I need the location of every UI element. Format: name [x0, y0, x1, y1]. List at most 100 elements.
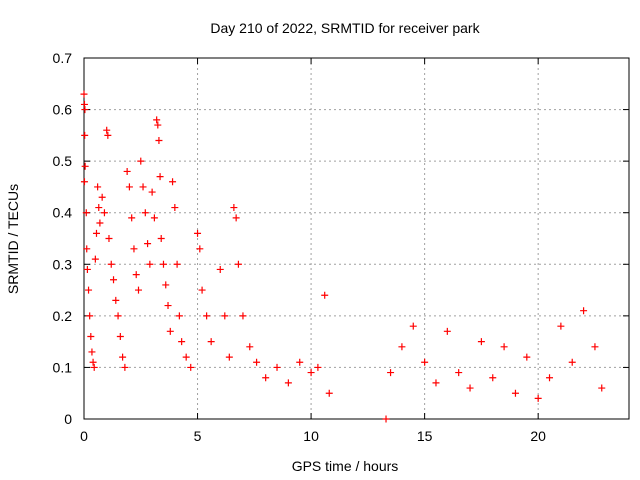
data-point [81, 131, 89, 139]
data-point [110, 276, 118, 284]
y-tick-label: 0.4 [53, 205, 73, 221]
data-point [591, 343, 599, 351]
x-tick-label: 5 [194, 428, 202, 444]
data-point [194, 229, 202, 237]
data-point [90, 363, 98, 371]
y-axis-label: SRMTID / TECUs [5, 184, 21, 294]
y-tick-label: 0.3 [53, 256, 73, 272]
data-point [132, 271, 140, 279]
plot-frame [83, 57, 630, 420]
axis-ticks: 0 0.1 0.2 0.3 0.4 0.5 0.6 0.7 0 5 10 15 20 [53, 50, 629, 444]
data-point [100, 209, 108, 217]
data-point [123, 167, 131, 175]
data-point [104, 131, 112, 139]
data-point [178, 338, 186, 346]
data-point [230, 204, 238, 212]
y-tick-label: 0.1 [53, 359, 73, 375]
y-tick-label: 0.7 [53, 50, 73, 66]
data-point [153, 116, 161, 124]
data-point [121, 363, 129, 371]
data-point [173, 260, 181, 268]
data-point [171, 204, 179, 212]
data-point [203, 312, 211, 320]
data-point [164, 302, 172, 310]
data-point [159, 260, 167, 268]
data-point [221, 312, 229, 320]
data-point [284, 379, 292, 387]
data-point [523, 353, 531, 361]
data-point [325, 389, 333, 397]
data-point [116, 332, 124, 340]
data-point [598, 384, 606, 392]
data-point [187, 363, 195, 371]
data-point [421, 358, 429, 366]
data-point [443, 327, 451, 335]
data-point [81, 106, 89, 114]
data-point [580, 307, 588, 315]
data-point [321, 291, 329, 299]
data-point [489, 374, 497, 382]
data-point [87, 332, 95, 340]
data-point [80, 90, 88, 98]
data-point [162, 281, 170, 289]
data-point [182, 353, 190, 361]
data-point [387, 369, 395, 377]
data-point [130, 245, 138, 253]
data-point [307, 369, 315, 377]
data-point [262, 374, 270, 382]
data-point [103, 126, 111, 134]
data-point [95, 204, 103, 212]
data-point [511, 389, 519, 397]
data-point [88, 348, 96, 356]
data-point [398, 343, 406, 351]
data-point [534, 394, 542, 402]
data-point [156, 173, 164, 181]
data-point [86, 312, 94, 320]
data-point [169, 178, 177, 186]
data-point [196, 245, 204, 253]
x-axis-label: GPS time / hours [292, 458, 399, 474]
data-point [166, 327, 174, 335]
data-point [216, 265, 224, 273]
data-point [82, 209, 90, 217]
data-point [137, 157, 145, 165]
data-point [83, 245, 91, 253]
data-point [91, 255, 99, 263]
data-point [296, 358, 304, 366]
data-point [175, 312, 183, 320]
data-point [155, 137, 163, 145]
data-point [154, 121, 162, 129]
data-point [466, 384, 474, 392]
data-point [80, 178, 88, 186]
x-tick-label: 15 [417, 428, 433, 444]
data-point [432, 379, 440, 387]
data-point [144, 240, 152, 248]
data-point [128, 214, 136, 222]
data-point [112, 296, 120, 304]
y-tick-label: 0 [64, 411, 72, 427]
data-point [409, 322, 417, 330]
data-point [253, 358, 261, 366]
data-point [314, 363, 322, 371]
data-point [477, 338, 485, 346]
data-point [455, 369, 463, 377]
data-point [157, 235, 165, 242]
data-point [81, 162, 89, 170]
data-point [382, 415, 390, 423]
data-point [146, 260, 154, 268]
data-point [139, 183, 147, 191]
data-point [234, 260, 242, 268]
data-point [83, 265, 91, 273]
data-point [114, 312, 122, 320]
data-point [107, 260, 115, 268]
data-point [125, 183, 133, 191]
x-tick-label: 0 [80, 428, 88, 444]
y-tick-label: 0.6 [53, 102, 73, 118]
data-point [500, 343, 508, 351]
data-point [150, 214, 158, 222]
data-point [198, 286, 206, 294]
data-point [273, 363, 281, 371]
data-point [98, 193, 106, 201]
data-point [94, 183, 102, 191]
x-tick-label: 10 [303, 428, 319, 444]
